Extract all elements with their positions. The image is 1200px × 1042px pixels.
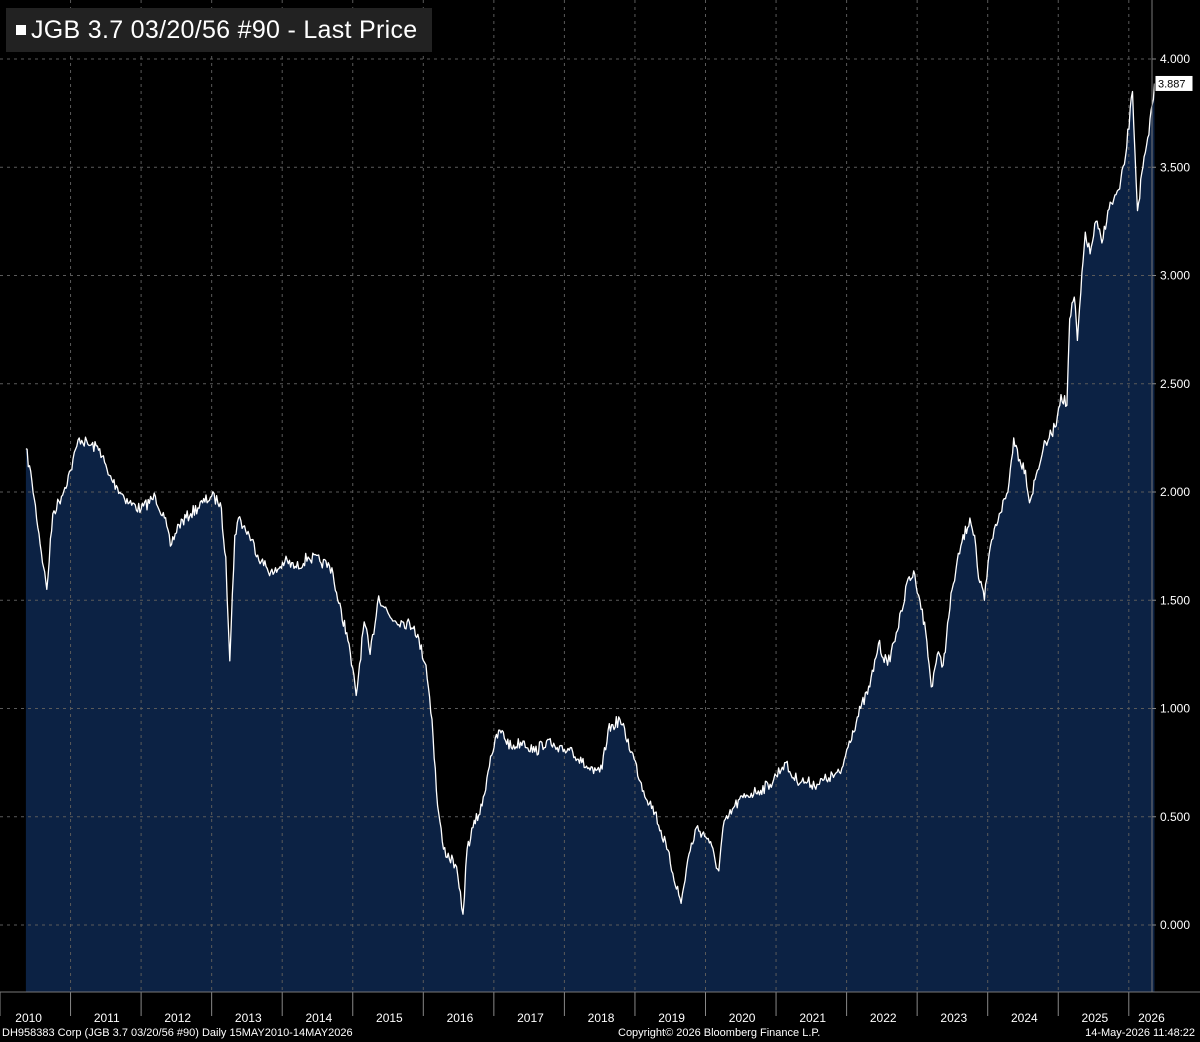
- y-tick-label: 0.000: [1160, 918, 1190, 932]
- x-tick-label: 2013: [235, 1011, 262, 1025]
- y-tick-label: 2.000: [1160, 485, 1190, 499]
- x-tick-label: 2023: [940, 1011, 967, 1025]
- x-tick-label: 2014: [305, 1011, 332, 1025]
- x-tick-label: 2010: [15, 1011, 42, 1025]
- grid-layer: [0, 0, 1152, 992]
- y-tick-label: 3.000: [1160, 269, 1190, 283]
- x-tick-label: 2011: [94, 1011, 120, 1025]
- x-tick-label: 2026: [1138, 1011, 1165, 1025]
- series-line-layer: [25, 83, 1156, 915]
- footer-timestamp: 14-May-2026 11:48:22: [1085, 1027, 1195, 1039]
- last-value-label: 3.887: [1158, 78, 1186, 90]
- x-tick-label: 2019: [658, 1011, 685, 1025]
- x-tick-label: 2025: [1082, 1011, 1109, 1025]
- y-tick-label: 1.000: [1160, 702, 1190, 716]
- x-tick-label: 2024: [1011, 1011, 1038, 1025]
- footer-security-info: DH958383 Corp (JGB 3.7 03/20/56 #90) Dai…: [2, 1027, 353, 1039]
- footer: DH958383 Corp (JGB 3.7 03/20/56 #90) Dai…: [0, 1026, 1200, 1042]
- y-tick-label: 1.500: [1160, 593, 1190, 607]
- y-tick-label: 2.500: [1160, 377, 1190, 391]
- legend-label: JGB 3.7 03/20/56 #90 - Last Price: [31, 15, 418, 44]
- price-line: [25, 83, 1156, 915]
- legend: JGB 3.7 03/20/56 #90 - Last Price: [6, 8, 432, 52]
- area-fill-layer: [25, 83, 1155, 992]
- footer-copyright: Copyright© 2026 Bloomberg Finance L.P.: [618, 1027, 821, 1039]
- y-tick-label: 0.500: [1160, 810, 1190, 824]
- area-fill: [25, 83, 1155, 992]
- last-value-box: [1154, 74, 1194, 92]
- x-tick-label: 2022: [870, 1011, 897, 1025]
- x-tick-label: 2012: [164, 1011, 191, 1025]
- y-tick-label: 4.000: [1160, 52, 1190, 66]
- x-tick-label: 2018: [588, 1011, 615, 1025]
- x-tick-label: 2020: [729, 1011, 756, 1025]
- x-tick-label: 2016: [447, 1011, 474, 1025]
- x-tick-label: 2015: [376, 1011, 403, 1025]
- x-tick-label: 2021: [799, 1011, 826, 1025]
- x-tick-label: 2017: [517, 1011, 544, 1025]
- legend-swatch: [16, 25, 26, 35]
- y-tick-label: 3.500: [1160, 160, 1190, 174]
